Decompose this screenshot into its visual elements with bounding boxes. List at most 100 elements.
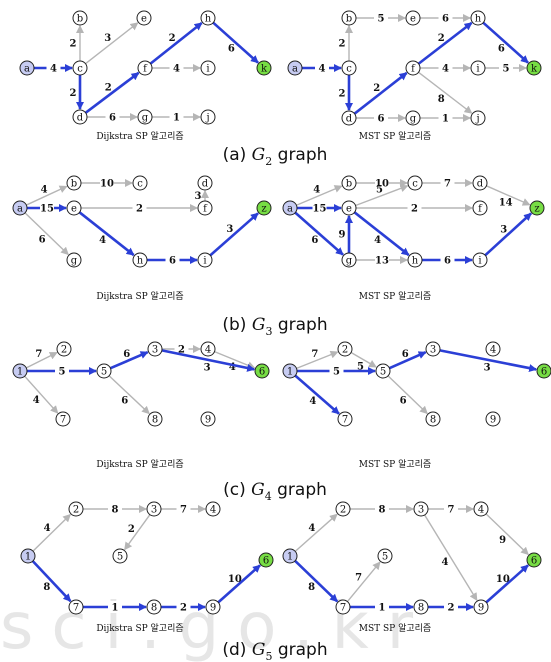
edge-weight-label: 7 (35, 349, 42, 360)
node-label: j (205, 113, 209, 124)
node-label: 4 (490, 345, 496, 356)
node-7: 7 (68, 599, 84, 615)
node-label: 2 (73, 505, 79, 516)
edge-weight-label: 4 (374, 235, 381, 246)
edge-a-b (26, 185, 68, 206)
node-circle (96, 363, 112, 379)
edge-weight-label: 3 (226, 224, 233, 235)
caption-sub: 4 (265, 490, 272, 503)
node-8: 8 (413, 599, 429, 615)
edge-1-7-highlighted (294, 559, 339, 603)
node-circle (470, 110, 486, 126)
node-6-end: 6 (536, 363, 551, 379)
node-label: 8 (430, 415, 436, 426)
node-5: 5 (377, 548, 393, 564)
edge-e-h-highlighted (78, 211, 135, 257)
node-label: 4 (205, 345, 211, 356)
node-circle (407, 252, 423, 268)
node-circle (132, 175, 148, 191)
edge-weight-label: 4 (229, 362, 236, 373)
node-label: c (346, 64, 352, 75)
node-f: f (137, 60, 153, 76)
edge-1-7-highlighted (294, 374, 340, 415)
weight-backdrop (312, 202, 327, 214)
node-e: e (66, 200, 82, 216)
node-i: i (197, 252, 213, 268)
node-3: 3 (146, 501, 162, 517)
edge-d-f-highlighted (353, 71, 408, 115)
edge-h-k-highlighted (482, 21, 529, 64)
algorithm-label: MST SP 알고리즘 (359, 623, 431, 634)
edge-d-z (486, 185, 531, 206)
node-label: 3 (418, 505, 424, 516)
weight-backdrop (375, 503, 389, 515)
edge-weight-label: 3 (484, 362, 491, 373)
node-7: 7 (55, 411, 71, 427)
edge-weight-label: 13 (375, 256, 389, 267)
node-2: 2 (56, 341, 72, 357)
node-circle (425, 411, 441, 427)
edge-3-6-highlighted (161, 349, 256, 372)
node-label: i (206, 64, 209, 75)
algorithm-label: Dijkstra SP 알고리즘 (96, 459, 183, 470)
weight-backdrop (438, 12, 453, 24)
edge-e-c (355, 184, 409, 207)
node-h: h (200, 10, 216, 26)
node-9: 9 (200, 411, 216, 427)
weight-backdrop (55, 365, 69, 377)
node-1-start: 1 (12, 363, 28, 379)
node-label: g (346, 256, 353, 267)
node-label: 5 (382, 552, 388, 563)
weight-backdrop (108, 503, 122, 515)
node-label: k (531, 64, 538, 75)
weight-backdrop (105, 111, 120, 123)
node-i: i (200, 60, 216, 76)
algorithm-label: Dijkstra SP 알고리즘 (96, 131, 183, 142)
node-g: g (405, 110, 421, 126)
graph-g3-left: 4 10 15 2 3 6 4 6 3 a b c d e f g h i z Dijkstra SP 알고리즘 (12, 175, 272, 302)
node-label: 6 (531, 556, 537, 567)
node-label: i (478, 256, 481, 267)
node-label: 7 (73, 603, 79, 614)
node-label: z (534, 204, 539, 215)
node-circle (20, 548, 36, 564)
edge-weight-label: 5 (59, 367, 66, 378)
node-circle (470, 60, 486, 76)
weight-backdrop (407, 202, 422, 214)
node-a-start: a (12, 200, 28, 216)
caption-g5: (d) G5 graph (222, 640, 327, 662)
edge-weight-label: 3 (500, 224, 507, 235)
edge-weight-label: 4 (50, 64, 57, 75)
node-circle (341, 175, 357, 191)
node-circle (375, 363, 391, 379)
edge-i-z-highlighted (484, 212, 532, 257)
node-circle (341, 60, 357, 76)
edge-weight-label: 4 (308, 523, 315, 534)
node-7: 7 (335, 599, 351, 615)
node-circle (68, 501, 84, 517)
edge-weight-label: 6 (228, 44, 235, 55)
node-label: e (141, 14, 147, 25)
graph-g5-right: 4 8 7 9 4 7 8 1 2 10 1 2 3 4 5 6 7 8 9 MST SP 알고리즘 (282, 501, 542, 634)
edge-weight-label: 10 (375, 179, 389, 190)
node-label: 9 (205, 415, 211, 426)
edge-1-2 (296, 350, 339, 370)
node-label: 5 (380, 367, 386, 378)
weight-backdrop (165, 254, 180, 266)
graph-g4-right: 7 5 5 4 6 3 6 1 2 3 4 5 6 7 8 9 MST SP 알고리즘 (282, 341, 551, 470)
node-k-end: k (256, 60, 272, 76)
edge-a-g-highlighted (294, 211, 344, 256)
node-circle (200, 60, 216, 76)
edge-i-z-highlighted (209, 212, 259, 257)
node-label: 5 (101, 367, 107, 378)
node-label: 3 (151, 505, 157, 516)
node-circle (72, 60, 88, 76)
weight-backdrop (169, 111, 184, 123)
node-d: d (72, 109, 88, 125)
node-circle (405, 10, 421, 26)
node-circle (337, 341, 353, 357)
edge-weight-label: 7 (448, 505, 455, 516)
edge-weight-label: 6 (378, 114, 385, 125)
node-label: 9 (210, 603, 216, 614)
